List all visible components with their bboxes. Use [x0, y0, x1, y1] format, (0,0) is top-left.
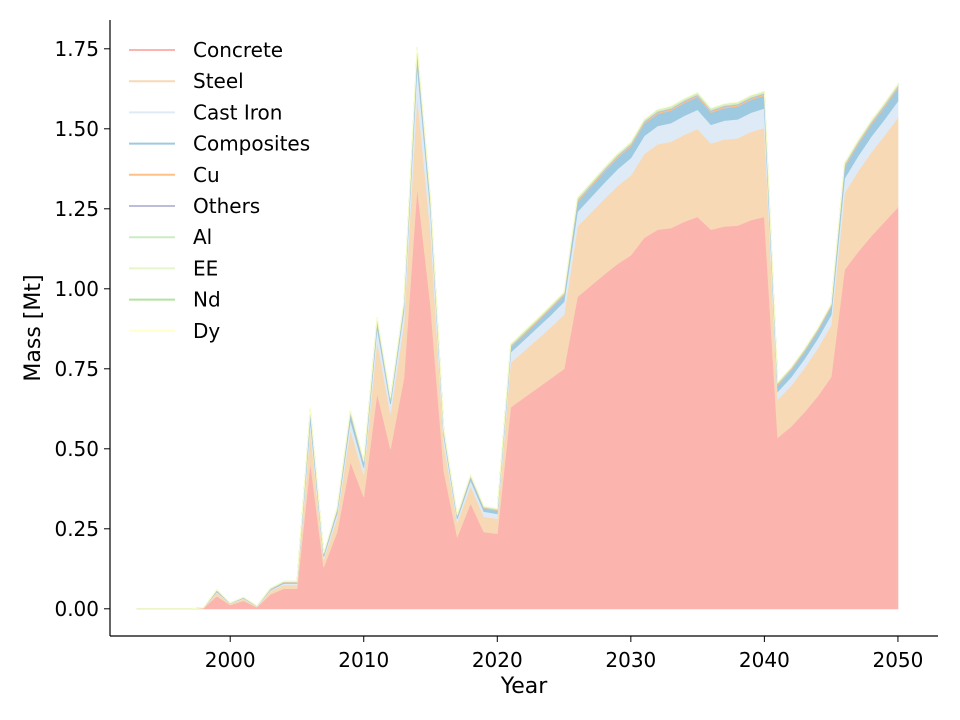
- x-tick-label: 2010: [338, 648, 389, 672]
- y-tick-label: 1.50: [54, 117, 99, 141]
- y-tick-label: 1.00: [54, 277, 99, 301]
- x-tick-label: 2000: [205, 648, 256, 672]
- y-tick-label: 0.25: [54, 517, 99, 541]
- y-axis-label: Mass [Mt]: [21, 274, 46, 381]
- legend-label-steel: Steel: [193, 69, 244, 93]
- legend-label-nd: Nd: [193, 288, 221, 312]
- y-tick-label: 0.00: [54, 597, 99, 621]
- area-series-dy: [136, 46, 899, 610]
- x-tick-label: 2020: [472, 648, 523, 672]
- y-tick-label: 1.25: [54, 197, 99, 221]
- x-tick-label: 2040: [739, 648, 790, 672]
- legend-label-al: Al: [193, 225, 212, 249]
- axes-group: [109, 20, 938, 637]
- x-axis-ticks: 2000 2010 2020 2030 2040 2050: [205, 636, 923, 672]
- legend-label-composites: Composites: [193, 132, 310, 156]
- legend-label-cu: Cu: [193, 163, 220, 187]
- x-tick-label: 2030: [605, 648, 656, 672]
- x-tick-label: 2050: [872, 648, 923, 672]
- legend-label-cast-iron: Cast Iron: [193, 100, 282, 124]
- y-axis-ticks: 0.00 0.25 0.50 0.75 1.00 1.25 1.50 1.75: [54, 37, 110, 621]
- legend-label-dy: Dy: [193, 319, 220, 343]
- x-axis-label: Year: [500, 674, 549, 699]
- y-tick-label: 1.75: [54, 37, 99, 61]
- legend-label-ee: EE: [193, 256, 218, 280]
- y-tick-label: 0.50: [54, 437, 99, 461]
- legend-label-concrete: Concrete: [193, 38, 283, 62]
- legend: Concrete Steel Cast Iron Composites Cu Others…: [129, 38, 310, 343]
- area-series-group: [136, 46, 899, 610]
- y-tick-label: 0.75: [54, 357, 99, 381]
- legend-label-others: Others: [193, 194, 260, 218]
